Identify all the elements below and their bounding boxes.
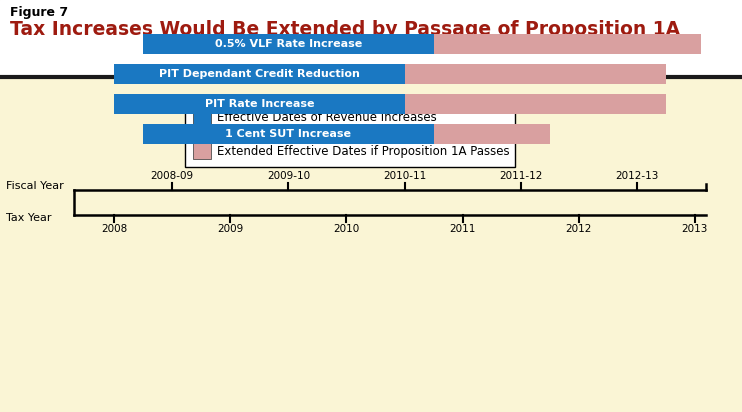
Text: 2010-11: 2010-11	[383, 171, 426, 181]
Bar	[404, 64, 666, 84]
Text: 2011: 2011	[450, 224, 476, 234]
Bar	[193, 109, 211, 125]
Bar	[433, 34, 700, 54]
Bar	[143, 34, 433, 54]
Text: 2009: 2009	[217, 224, 243, 234]
Bar	[114, 64, 404, 84]
Text: Tax Year: Tax Year	[6, 213, 51, 223]
Text: Effective Dates of Revenue Increases: Effective Dates of Revenue Increases	[217, 110, 437, 124]
Text: 2008: 2008	[101, 224, 128, 234]
Text: 1 Cent SUT Increase: 1 Cent SUT Increase	[226, 129, 352, 139]
Text: 2009-10: 2009-10	[267, 171, 310, 181]
Bar	[404, 94, 666, 114]
Text: 2011-12: 2011-12	[499, 171, 542, 181]
Bar	[433, 124, 550, 144]
Text: 0.5% VLF Rate Increase: 0.5% VLF Rate Increase	[214, 39, 362, 49]
Text: Figure 7: Figure 7	[10, 6, 68, 19]
Bar	[143, 124, 433, 144]
Text: Tax Increases Would Be Extended by Passage of Proposition 1A: Tax Increases Would Be Extended by Passa…	[10, 20, 680, 39]
Text: 2013: 2013	[682, 224, 708, 234]
Bar	[114, 94, 404, 114]
Text: 2008-09: 2008-09	[151, 171, 194, 181]
Text: PIT Rate Increase: PIT Rate Increase	[205, 99, 314, 109]
Bar	[193, 143, 211, 159]
Text: PIT Dependant Credit Reduction: PIT Dependant Credit Reduction	[159, 69, 360, 79]
Text: 2012-13: 2012-13	[615, 171, 658, 181]
Text: 2010: 2010	[333, 224, 360, 234]
Text: Fiscal Year: Fiscal Year	[6, 181, 64, 191]
Bar	[185, 99, 515, 167]
Bar	[0, 0, 742, 77]
Text: 2012: 2012	[565, 224, 592, 234]
Text: Extended Effective Dates if Proposition 1A Passes: Extended Effective Dates if Proposition …	[217, 145, 510, 157]
